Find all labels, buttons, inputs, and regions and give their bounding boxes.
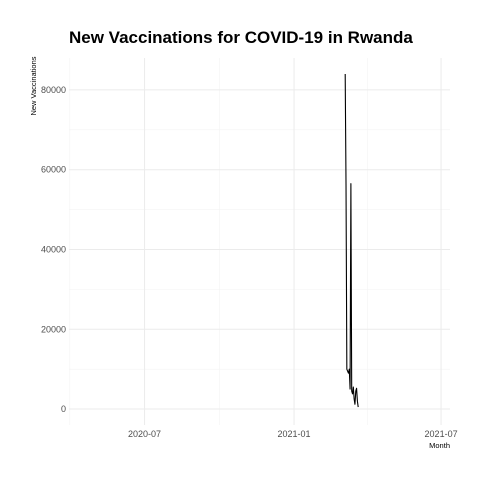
y-tick-label: 0 <box>61 404 66 414</box>
y-axis-label: New Vaccinations <box>29 56 38 115</box>
x-tick-label: 2021-01 <box>278 429 311 439</box>
y-tick-label: 80000 <box>41 85 66 95</box>
chart-title: New Vaccinations for COVID-19 in Rwanda <box>69 28 413 47</box>
y-tick-label: 60000 <box>41 165 66 175</box>
x-tick-labels: 2020-07 2021-01 2021-07 <box>128 429 458 439</box>
x-tick-label: 2020-07 <box>128 429 161 439</box>
grid-major <box>69 58 450 425</box>
grid-minor <box>69 58 450 425</box>
y-tick-labels: 0 20000 40000 60000 80000 <box>41 85 66 414</box>
y-tick-label: 40000 <box>41 244 66 254</box>
y-tick-label: 20000 <box>41 324 66 334</box>
x-tick-label: 2021-07 <box>425 429 458 439</box>
x-axis-label: Month <box>429 441 450 450</box>
series-line <box>344 73 359 408</box>
